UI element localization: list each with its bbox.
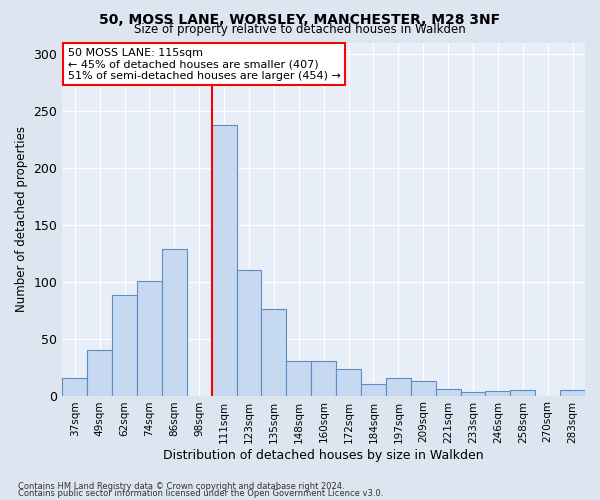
Bar [162, 248, 187, 396]
Bar [386, 378, 411, 396]
Bar [212, 124, 236, 396]
Bar [286, 362, 311, 396]
Bar [236, 270, 262, 396]
Bar [485, 391, 511, 396]
Bar [87, 350, 112, 396]
Bar [336, 370, 361, 396]
X-axis label: Distribution of detached houses by size in Walkden: Distribution of detached houses by size … [163, 450, 484, 462]
Bar [560, 390, 585, 396]
Bar [461, 392, 485, 396]
Text: Contains public sector information licensed under the Open Government Licence v3: Contains public sector information licen… [18, 489, 383, 498]
Bar [511, 390, 535, 396]
Y-axis label: Number of detached properties: Number of detached properties [15, 126, 28, 312]
Bar [311, 362, 336, 396]
Bar [411, 381, 436, 396]
Bar [262, 309, 286, 396]
Bar [361, 384, 386, 396]
Bar [436, 388, 461, 396]
Text: 50, MOSS LANE, WORSLEY, MANCHESTER, M28 3NF: 50, MOSS LANE, WORSLEY, MANCHESTER, M28 … [100, 12, 500, 26]
Text: Size of property relative to detached houses in Walkden: Size of property relative to detached ho… [134, 24, 466, 36]
Bar [137, 280, 162, 396]
Bar [112, 296, 137, 396]
Bar [62, 378, 87, 396]
Text: 50 MOSS LANE: 115sqm
← 45% of detached houses are smaller (407)
51% of semi-deta: 50 MOSS LANE: 115sqm ← 45% of detached h… [68, 48, 340, 81]
Text: Contains HM Land Registry data © Crown copyright and database right 2024.: Contains HM Land Registry data © Crown c… [18, 482, 344, 491]
